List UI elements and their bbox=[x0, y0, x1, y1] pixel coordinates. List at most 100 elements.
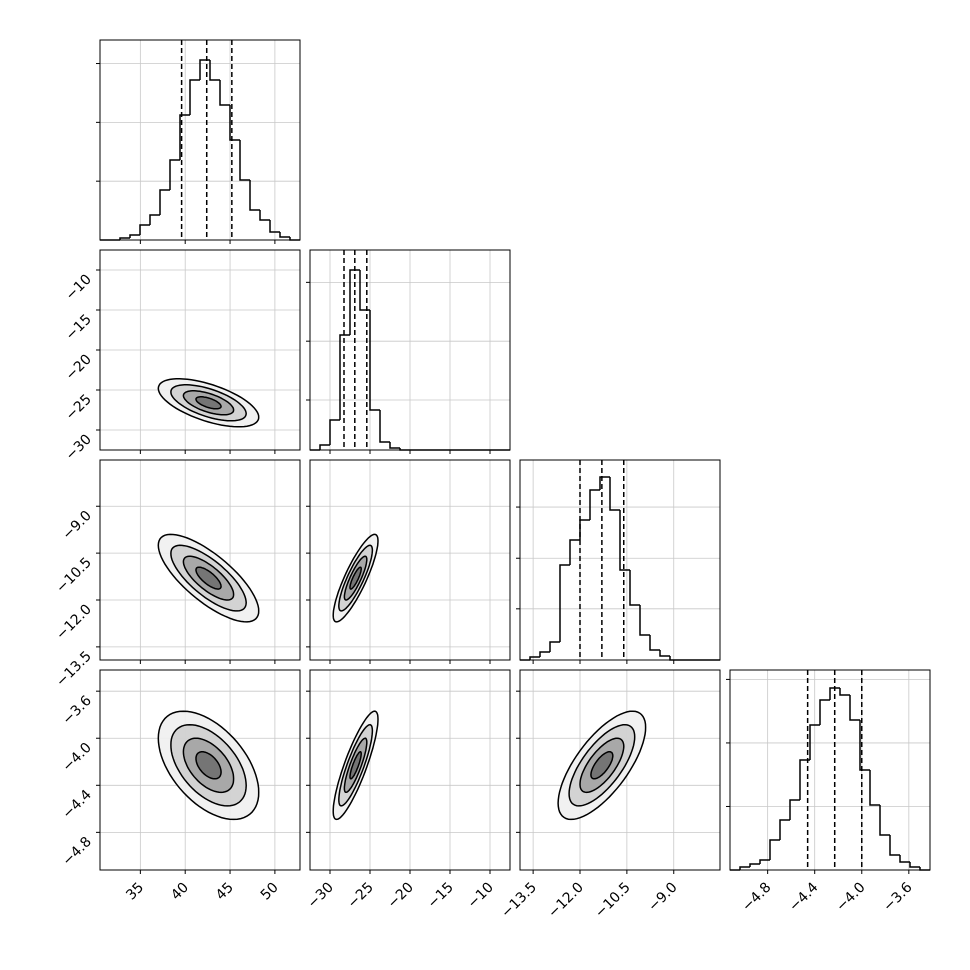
histogram-step bbox=[769, 839, 780, 860]
histogram-step bbox=[629, 570, 640, 606]
contour bbox=[195, 396, 222, 410]
histogram-step bbox=[799, 759, 810, 800]
panel-frame bbox=[99, 669, 301, 871]
x-tick-label: −20 bbox=[385, 880, 417, 912]
y-tick-label: −25 bbox=[63, 392, 95, 424]
panel-frame bbox=[99, 249, 301, 451]
x-tick-label: 45 bbox=[213, 880, 237, 904]
y-tick-label: −10.5 bbox=[53, 555, 95, 597]
histogram-step bbox=[749, 863, 760, 867]
histogram-step bbox=[569, 539, 580, 565]
histogram-step bbox=[839, 688, 850, 696]
x-tick-label: −12.0 bbox=[545, 880, 587, 922]
y-tick-label: −4.8 bbox=[59, 834, 94, 869]
x-tick-label: −15 bbox=[425, 880, 457, 912]
histogram-step bbox=[379, 410, 390, 443]
histogram-step bbox=[389, 442, 400, 449]
histogram-step bbox=[239, 140, 250, 181]
histogram-step bbox=[139, 224, 150, 235]
histogram-step bbox=[849, 695, 860, 721]
histogram-step bbox=[329, 419, 340, 445]
histogram-step bbox=[869, 770, 880, 806]
histogram-step bbox=[159, 189, 170, 215]
histogram-step bbox=[369, 310, 380, 411]
contour bbox=[590, 751, 614, 780]
histogram-step bbox=[759, 859, 770, 864]
histogram-step bbox=[179, 114, 190, 160]
histogram-step bbox=[619, 510, 630, 571]
x-tick-label: −3.6 bbox=[880, 879, 915, 914]
x-tick-label: −4.8 bbox=[739, 880, 774, 915]
histogram-step bbox=[779, 819, 790, 840]
y-tick-label: −4.4 bbox=[59, 787, 94, 822]
histogram-step bbox=[829, 687, 840, 700]
histogram-step bbox=[579, 519, 590, 540]
y-tick-label: −10 bbox=[63, 272, 95, 304]
x-tick-label: −9.0 bbox=[645, 880, 680, 915]
histogram-step bbox=[169, 159, 180, 190]
histogram-step bbox=[209, 60, 220, 81]
histogram-step bbox=[809, 724, 820, 760]
y-tick-label: −30 bbox=[63, 432, 95, 464]
x-tick-label: −4.0 bbox=[833, 880, 868, 915]
histogram-step bbox=[119, 237, 130, 240]
x-tick-label: −4.4 bbox=[786, 879, 821, 914]
histogram-step bbox=[889, 835, 900, 856]
histogram-step bbox=[879, 805, 890, 836]
histogram-step bbox=[199, 59, 210, 80]
contour bbox=[195, 566, 222, 590]
histogram-step bbox=[189, 79, 200, 115]
x-tick-label: −10 bbox=[465, 880, 497, 912]
y-tick-label: −15 bbox=[63, 312, 95, 344]
histogram-step bbox=[129, 234, 140, 238]
histogram-step bbox=[909, 862, 920, 868]
panel-frame bbox=[729, 669, 931, 871]
histogram-step bbox=[319, 444, 330, 450]
contour bbox=[349, 751, 362, 780]
histogram-step bbox=[559, 564, 570, 642]
histogram-step bbox=[359, 270, 370, 311]
y-tick-label: −9.0 bbox=[59, 508, 94, 543]
histogram-step bbox=[899, 855, 910, 863]
panel-frame bbox=[99, 39, 301, 241]
histogram-step bbox=[669, 656, 680, 661]
histogram-step bbox=[539, 651, 550, 657]
contour bbox=[195, 751, 222, 780]
panel-frame bbox=[309, 669, 511, 871]
histogram-step bbox=[219, 80, 230, 106]
histogram-step bbox=[789, 799, 800, 820]
x-tick-label: −10.5 bbox=[592, 880, 634, 922]
y-tick-label: −12.0 bbox=[53, 602, 95, 644]
histogram-step bbox=[859, 720, 870, 771]
histogram-step bbox=[229, 105, 240, 141]
y-tick-label: −4.0 bbox=[59, 740, 94, 775]
histogram-step bbox=[549, 641, 560, 652]
x-tick-label: 40 bbox=[168, 880, 192, 904]
histogram-step bbox=[739, 866, 750, 870]
y-tick-label: −13.5 bbox=[53, 648, 95, 690]
x-tick-label: −13.5 bbox=[498, 880, 540, 922]
histogram-step bbox=[259, 210, 270, 221]
x-tick-label: −30 bbox=[305, 880, 337, 912]
y-tick-label: −20 bbox=[63, 352, 95, 384]
panel-frame bbox=[309, 249, 511, 451]
x-tick-label: 50 bbox=[258, 880, 282, 904]
histogram-step bbox=[649, 635, 660, 651]
histogram-step bbox=[659, 650, 670, 657]
histogram-step bbox=[279, 232, 290, 238]
histogram-step bbox=[269, 220, 280, 233]
histogram-step bbox=[819, 699, 830, 725]
histogram-step bbox=[609, 477, 620, 511]
histogram-step bbox=[529, 656, 540, 660]
contour bbox=[349, 566, 362, 590]
histogram-step bbox=[349, 269, 360, 335]
panel-frame bbox=[309, 459, 511, 661]
histogram-step bbox=[149, 214, 160, 225]
histogram-step bbox=[339, 334, 350, 420]
panel-frame bbox=[99, 459, 301, 661]
x-tick-label: 35 bbox=[123, 880, 147, 904]
panel-frame bbox=[519, 669, 721, 871]
panel-frame bbox=[519, 459, 721, 661]
histogram-step bbox=[599, 476, 610, 490]
